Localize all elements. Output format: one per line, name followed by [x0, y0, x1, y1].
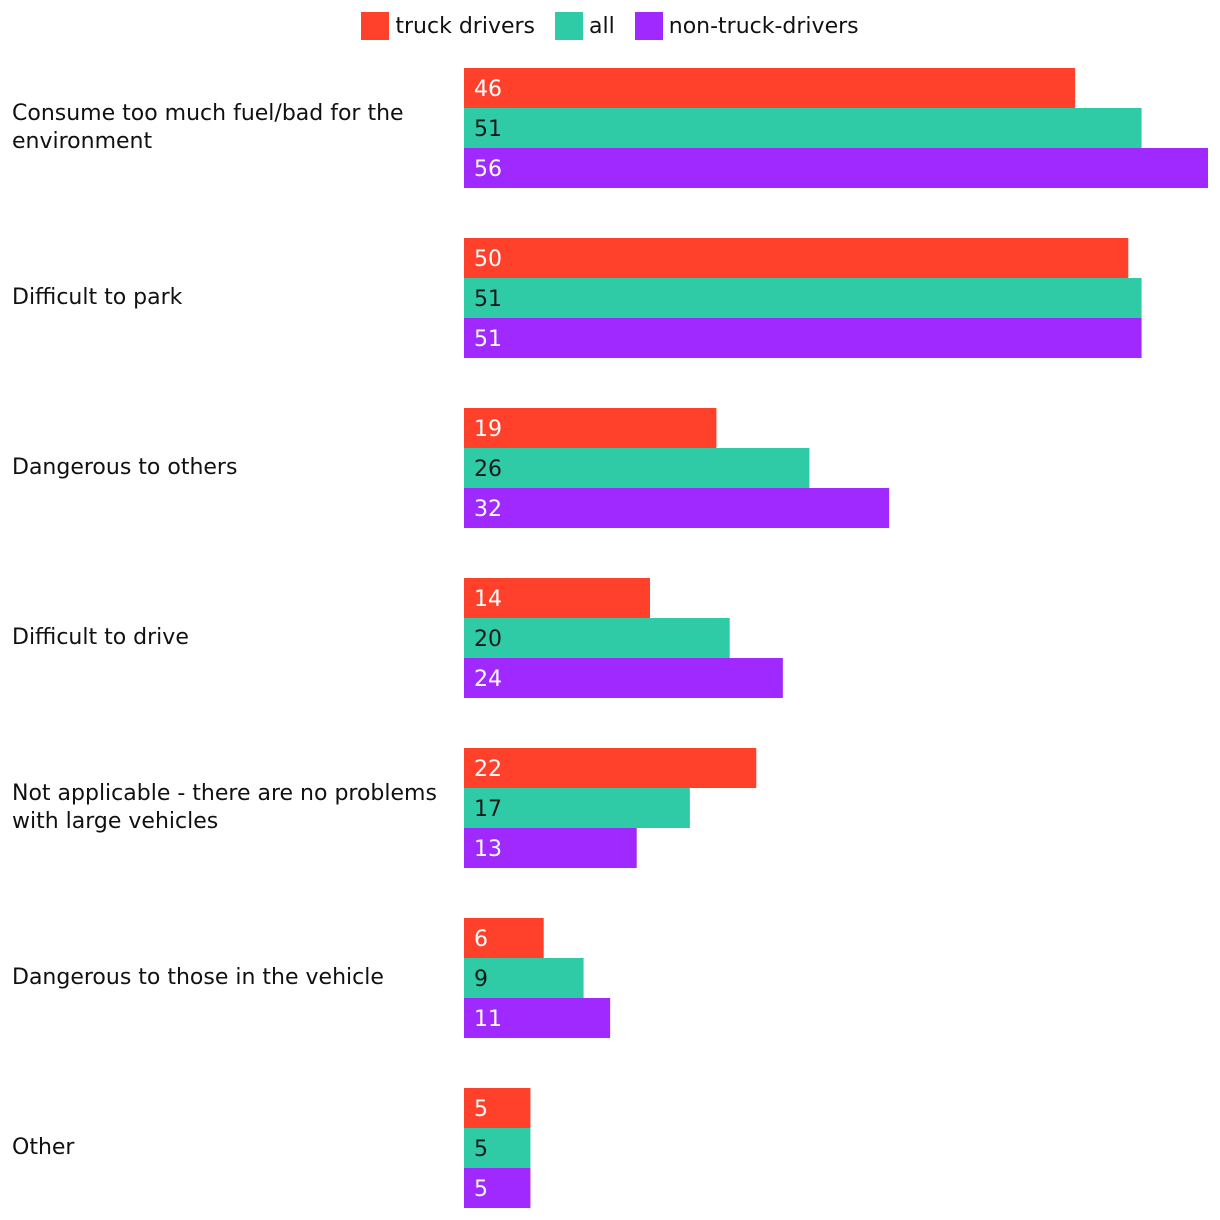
bar — [464, 658, 783, 698]
bar-value-label: 6 — [474, 927, 488, 952]
bar-value-label: 5 — [474, 1177, 488, 1202]
bar — [464, 958, 584, 998]
bar-value-label: 11 — [474, 1007, 502, 1032]
bar — [464, 408, 717, 448]
bar — [464, 108, 1142, 148]
bar-value-label: 51 — [474, 117, 502, 142]
category-label: Difficult to drive — [12, 625, 189, 650]
legend-label-all: all — [589, 13, 615, 39]
bar-value-label: 9 — [474, 967, 488, 992]
legend-item-non-truck-drivers: non-truck-drivers — [634, 12, 859, 40]
bar — [464, 318, 1142, 358]
bar — [464, 918, 544, 958]
bar-value-label: 5 — [474, 1137, 488, 1162]
legend-swatch-all — [555, 12, 584, 40]
bar — [464, 278, 1142, 318]
bar — [464, 748, 757, 788]
bar-value-label: 17 — [474, 797, 502, 822]
bar — [464, 618, 730, 658]
legend-swatch-truck-drivers — [361, 12, 390, 40]
bar-value-label: 19 — [474, 417, 502, 442]
category-label: Difficult to park — [12, 285, 183, 310]
legend-label-non-truck-drivers: non-truck-drivers — [668, 13, 859, 39]
bar — [464, 488, 890, 528]
bar-value-label: 51 — [474, 327, 502, 352]
bar — [464, 998, 611, 1038]
legend-item-truck-drivers: truck drivers — [361, 12, 535, 40]
bar — [464, 788, 690, 828]
bar-value-label: 56 — [474, 157, 502, 182]
bar — [464, 68, 1076, 108]
legend-swatch-non-truck-drivers — [634, 12, 663, 40]
bar-value-label: 14 — [474, 587, 502, 612]
bar-value-label: 32 — [474, 497, 502, 522]
category-label: Dangerous to those in the vehicle — [12, 965, 384, 990]
bar-value-label: 26 — [474, 457, 502, 482]
bar — [464, 148, 1208, 188]
legend: truck drivers all non-truck-drivers — [0, 12, 1220, 40]
bar — [464, 578, 650, 618]
bar-value-label: 46 — [474, 77, 502, 102]
bar-value-label: 5 — [474, 1097, 488, 1122]
category-label: Consume too much fuel/bad for the enviro… — [12, 101, 404, 154]
bar — [464, 828, 637, 868]
legend-item-all: all — [555, 12, 615, 40]
bar-value-label: 50 — [474, 247, 502, 272]
bar — [464, 238, 1129, 278]
category-label: Not applicable - there are no problems w… — [12, 781, 437, 834]
bar-value-label: 13 — [474, 837, 502, 862]
bar-value-label: 24 — [474, 667, 502, 692]
bar — [464, 1168, 531, 1208]
category-label: Dangerous to others — [12, 455, 238, 480]
bar — [464, 1088, 531, 1128]
legend-label-truck-drivers: truck drivers — [395, 13, 536, 39]
bar — [464, 448, 810, 488]
category-label: Other — [12, 1135, 75, 1160]
bar-value-label: 22 — [474, 757, 502, 782]
bar — [464, 1128, 531, 1168]
bar-value-label: 51 — [474, 287, 502, 312]
bar-value-label: 20 — [474, 627, 502, 652]
